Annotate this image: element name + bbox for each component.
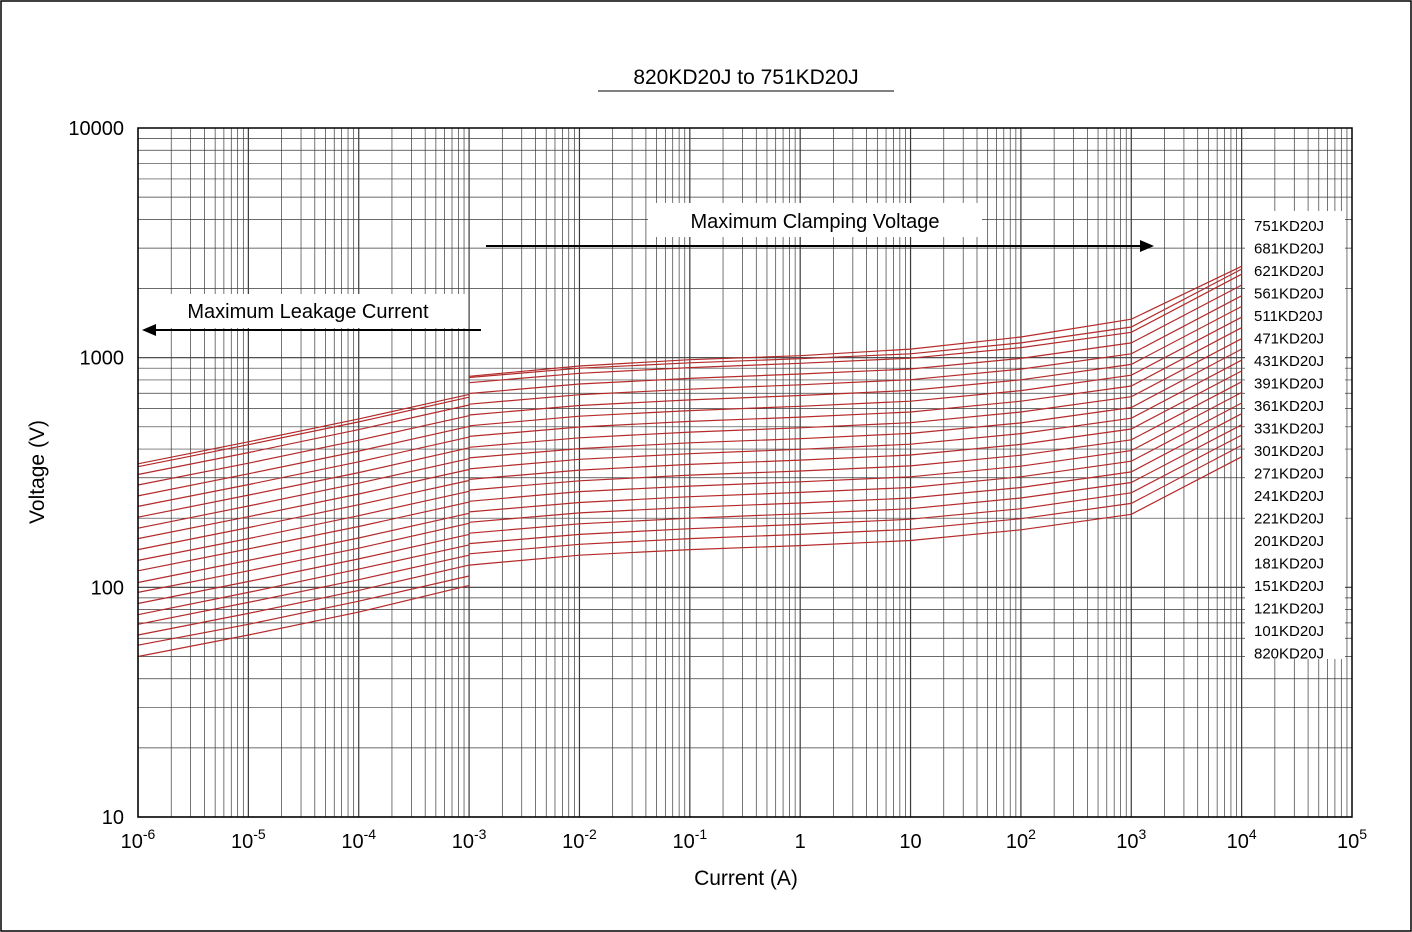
y-tick-label: 1000 [80,348,125,370]
x-tick-label: 10-3 [452,826,487,853]
series-line-leakage [137,501,470,572]
series-line-clamping [469,316,1242,427]
series-label: 201KD20J [1254,533,1324,550]
chart-title: 820KD20J to 751KD20J [633,66,858,89]
leakage-arrow-head [142,324,156,336]
series-line-clamping [469,456,1242,566]
series-line-clamping [469,434,1242,545]
y-axis-label: Voltage (V) [26,420,49,524]
x-tick-label: 10 [899,831,921,853]
series-line-leakage [137,584,470,658]
series-line-clamping [469,391,1242,502]
series-line-leakage [137,575,470,646]
series-label: 391KD20J [1254,376,1324,393]
series-label: 271KD20J [1254,466,1324,483]
x-tick-label: 105 [1337,826,1367,853]
series-label: 820KD20J [1254,646,1324,663]
x-tick-label: 10-5 [231,826,266,853]
series-label: 561KD20J [1254,286,1324,303]
series-line-clamping [469,370,1242,480]
series-line-leakage [137,425,470,497]
series-label: 301KD20J [1254,443,1324,460]
series-line-leakage [137,512,470,584]
series-line-clamping [469,268,1242,379]
series-label: 221KD20J [1254,511,1324,528]
series-line-leakage [137,396,470,468]
series-label: 151KD20J [1254,578,1324,595]
series-line-clamping [469,305,1242,416]
series-line-leakage [137,490,470,561]
y-tick-labels: 10 100 1000 10000 [68,118,124,829]
series-line-clamping [469,402,1242,513]
clamping-voltage-annotation: Maximum Clamping Voltage [691,211,940,233]
x-tick-label: 104 [1227,826,1257,853]
series-line-leakage [137,522,470,593]
x-axis-label: Current (A) [694,867,798,890]
y-tick-label: 10 [102,807,124,829]
series-line-leakage [137,458,470,529]
clamping-arrow-head [1140,240,1154,252]
x-tick-label: 102 [1006,826,1036,853]
series-line-clamping [469,338,1242,448]
series-label: 241KD20J [1254,488,1324,505]
leakage-current-annotation: Maximum Leakage Current [187,301,429,323]
x-tick-label: 1 [795,831,806,853]
x-tick-label: 10-2 [562,826,597,853]
y-tick-label: 100 [91,577,124,599]
x-tick-label: 103 [1116,826,1146,853]
series-label: 751KD20J [1254,218,1324,235]
series-line-leakage [137,393,470,465]
x-tick-label: 10-6 [121,826,156,853]
series-line-clamping [469,424,1242,534]
series-line-leakage [137,415,470,486]
series-line-leakage [137,404,470,476]
series-line-clamping [469,444,1242,555]
series-line-leakage [137,533,470,605]
series-curves [137,265,1242,658]
series-line-clamping [469,359,1242,470]
series-labels: 751KD20J 681KD20J 621KD20J 561KD20J 511KD20J… [1254,218,1324,663]
series-label: 621KD20J [1254,263,1324,280]
series-line-clamping [469,381,1242,491]
series-label: 121KD20J [1254,601,1324,618]
series-line-clamping [469,348,1242,459]
series-label: 181KD20J [1254,556,1324,573]
series-line-leakage [137,436,470,507]
series-line-leakage [137,479,470,551]
leakage-label-backdrop [152,294,468,328]
series-label: 471KD20J [1254,331,1324,348]
series-line-leakage [137,468,470,540]
series-line-clamping [469,413,1242,523]
x-tick-label: 10-4 [341,826,376,853]
series-line-leakage [137,564,470,636]
series-label-backdrop [1245,211,1345,659]
series-line-clamping [469,327,1242,437]
series-line-clamping [469,295,1242,405]
series-label: 361KD20J [1254,398,1324,415]
series-line-clamping [469,265,1242,377]
series-label: 431KD20J [1254,353,1324,370]
x-tick-label: 10-1 [672,826,707,853]
series-label: 681KD20J [1254,241,1324,258]
series-line-clamping [469,273,1242,384]
series-line-leakage [137,447,470,518]
series-line-leakage [137,544,470,616]
series-line-clamping [469,284,1242,395]
series-label: 331KD20J [1254,421,1324,438]
clamping-label-backdrop [648,203,982,237]
series-label: 101KD20J [1254,623,1324,640]
series-label: 511KD20J [1254,308,1323,325]
x-tick-labels: 10-6 10-5 10-4 10-3 10-2 10-1 1 10 102 103 104 105 [121,826,1368,853]
series-line-leakage [137,554,470,625]
y-tick-label: 10000 [68,118,124,140]
plot-border [137,127,1353,818]
